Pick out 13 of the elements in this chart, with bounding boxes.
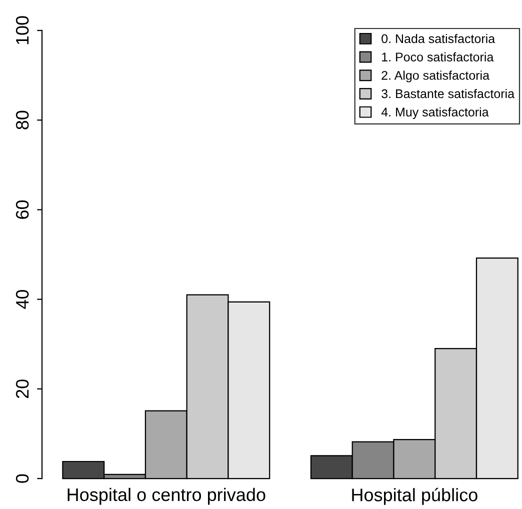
y-tick-label: 0 (16, 474, 29, 483)
legend-label: 2. Algo satisfactoria (382, 70, 490, 82)
y-tick-label: 20 (16, 380, 29, 398)
legend-label: 1. Poco satisfactoria (382, 52, 494, 62)
legend-label: 4. Muy satisfactoria (381, 107, 489, 119)
x-tick-label: Hospital público (352, 488, 478, 505)
y-tick-label: 60 (16, 200, 29, 219)
y-tick-label: 40 (16, 290, 29, 309)
y-tick-label: 100 (16, 16, 29, 44)
x-tick-label: Hospital o centro privado (68, 488, 266, 505)
legend-label: 0. Nada satisfactoria (382, 34, 496, 44)
y-tick-label: 80 (16, 110, 29, 130)
legend-label: 3. Bastante satisfactoria (382, 88, 515, 98)
